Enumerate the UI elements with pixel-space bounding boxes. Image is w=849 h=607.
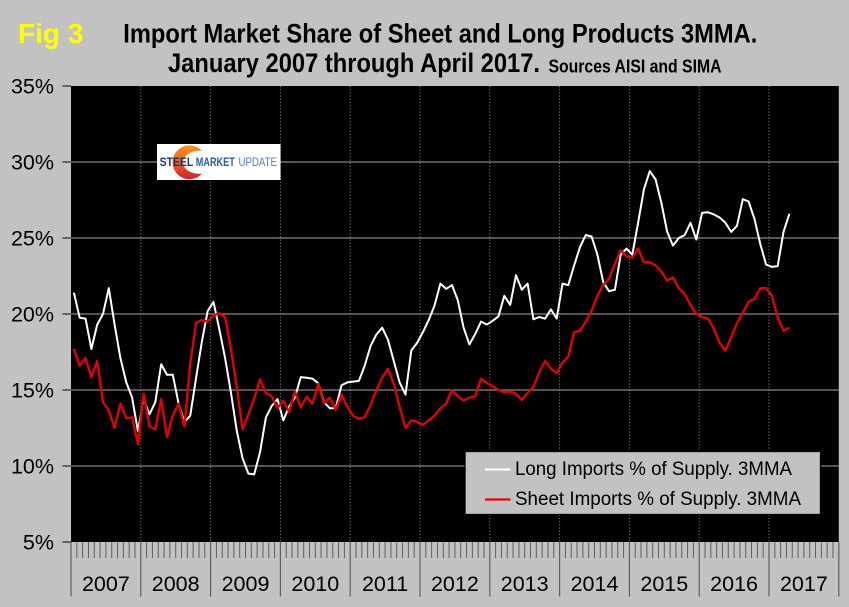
svg-text:30%: 30% <box>11 151 54 175</box>
svg-text:2009: 2009 <box>222 572 270 596</box>
svg-text:UPDATE: UPDATE <box>239 157 278 169</box>
svg-text:2007: 2007 <box>82 572 130 596</box>
svg-text:10%: 10% <box>11 455 54 479</box>
svg-text:5%: 5% <box>23 531 54 555</box>
svg-text:15%: 15% <box>11 379 54 403</box>
svg-text:2011: 2011 <box>362 572 408 596</box>
svg-text:2015: 2015 <box>640 572 688 596</box>
svg-text:35%: 35% <box>11 75 54 99</box>
svg-text:2014: 2014 <box>571 572 619 596</box>
svg-text:2010: 2010 <box>291 572 339 596</box>
svg-text:Long Imports % of Supply. 3MMA: Long Imports % of Supply. 3MMA <box>515 458 792 480</box>
svg-text:January 2007 through April 201: January 2007 through April 2017. <box>168 48 540 78</box>
svg-text:MARKET: MARKET <box>196 157 235 169</box>
svg-text:2017: 2017 <box>780 572 828 596</box>
svg-text:2016: 2016 <box>710 572 758 596</box>
svg-text:Sheet Imports % of Supply. 3MM: Sheet Imports % of Supply. 3MMA <box>515 488 801 510</box>
svg-text:2008: 2008 <box>152 572 200 596</box>
svg-text:Fig 3: Fig 3 <box>18 18 83 49</box>
svg-text:Sources AISI and SIMA: Sources AISI and SIMA <box>549 57 722 77</box>
svg-text:20%: 20% <box>11 303 54 327</box>
svg-text:2013: 2013 <box>501 572 549 596</box>
svg-text:STEEL: STEEL <box>160 157 194 169</box>
svg-text:Import Market Share of Sheet a: Import Market Share of Sheet and Long Pr… <box>123 18 757 48</box>
svg-text:25%: 25% <box>11 227 54 251</box>
svg-text:2012: 2012 <box>431 572 479 596</box>
